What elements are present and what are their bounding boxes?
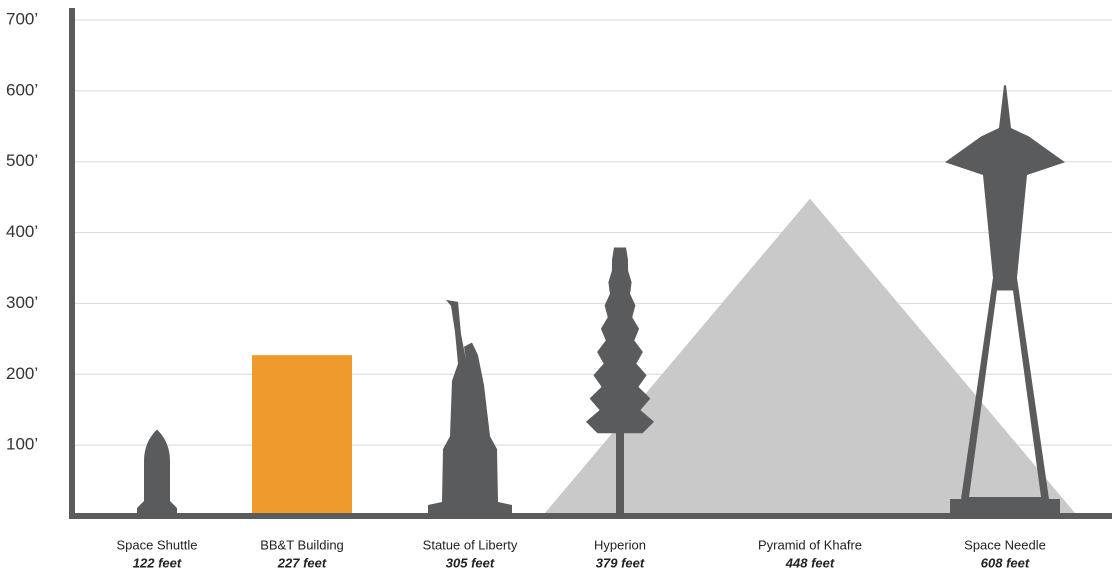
y-tick-label: 600’	[6, 80, 38, 99]
category-label: BB&T Building	[260, 537, 344, 552]
y-tick-label: 700’	[6, 9, 38, 28]
height-silhouette	[428, 299, 512, 513]
value-label: 379 feet	[596, 555, 645, 570]
height-silhouette	[585, 247, 655, 513]
value-label: 448 feet	[785, 555, 835, 570]
category-label: Statue of Liberty	[423, 537, 518, 552]
bar	[252, 355, 352, 513]
axes	[69, 8, 1112, 519]
height-silhouette	[137, 429, 177, 513]
grid	[72, 19, 1112, 446]
value-label: 122 feet	[133, 555, 182, 570]
y-tick-label: 200’	[6, 364, 38, 383]
category-label: Hyperion	[594, 537, 646, 552]
value-label: 227 feet	[277, 555, 327, 570]
labels: 100’ 200’ 300’ 400’ 500’ 600’ 700’ Space Shuttl…	[6, 9, 1046, 570]
foreground-marks	[137, 85, 1065, 513]
category-label: Space Needle	[964, 537, 1046, 552]
value-label: 305 feet	[446, 555, 495, 570]
y-tick-label: 300’	[6, 293, 38, 312]
height-silhouette	[945, 85, 1065, 513]
value-label: 608 feet	[981, 555, 1030, 570]
category-label: Space Shuttle	[117, 537, 198, 552]
height-silhouette	[545, 198, 1075, 513]
y-tick-label: 400’	[6, 222, 38, 241]
background-marks	[545, 198, 1075, 513]
y-tick-label: 100’	[6, 435, 38, 454]
category-label: Pyramid of Khafre	[758, 537, 862, 552]
y-tick-label: 500’	[6, 151, 38, 170]
